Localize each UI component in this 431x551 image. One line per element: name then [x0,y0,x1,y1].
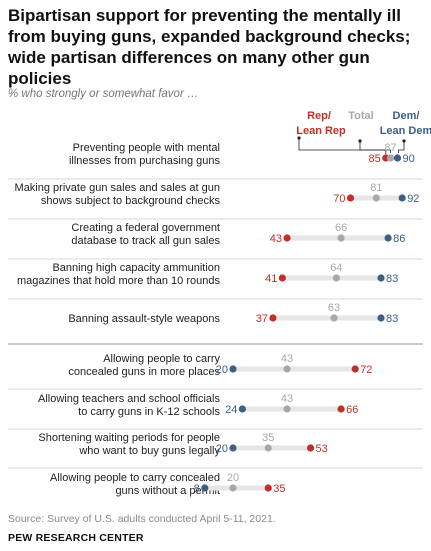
total-value-label: 43 [281,353,293,365]
total-value-label: 35 [262,432,274,444]
dem-value-label: 83 [386,273,398,285]
total-value-label: 43 [281,393,293,405]
total-dot [337,234,345,242]
row-label: concealed guns in more places [68,366,220,378]
total-dot [330,314,338,322]
rep-value-label: 41 [265,273,277,285]
rep-value-label: 70 [333,193,345,205]
legend-dem-label: Dem/ [393,110,420,122]
legend-total-leader [359,141,391,153]
rep-dot [269,314,277,322]
total-dot [332,274,340,282]
legend-total-label: Total [348,110,373,122]
total-value-label: 81 [370,182,382,194]
rep-value-label: 85 [369,153,381,165]
dem-value-label: 92 [407,193,419,205]
legend-rep-leader-dot [297,136,301,140]
total-value-label: 63 [328,302,340,314]
total-value-label: 87 [384,142,396,154]
chart-title: Bipartisan support for preventing the me… [8,6,411,88]
row-label: Banning assault-style weapons [68,313,220,325]
chart-subtitle: % who strongly or somewhat favor … [8,88,199,100]
total-value-label: 20 [227,472,239,484]
row-label: guns without a permit [115,485,220,497]
total-dot [372,194,380,202]
dem-dot [229,444,237,452]
rep-dot [337,405,345,413]
dem-value-label: 90 [403,153,415,165]
rep-dot [306,444,315,452]
rep-value-label: 43 [270,233,282,245]
rep-value-label: 72 [360,364,372,376]
dem-dot [229,365,237,373]
total-dot [386,154,395,162]
total-value-label: 66 [335,222,347,234]
rep-value-label: 37 [256,313,268,325]
dem-value-label: 20 [216,364,228,376]
dem-dot [377,314,385,322]
pew-credit: PEW RESEARCH CENTER [8,532,144,544]
rep-value-label: 66 [346,404,358,416]
total-dot [264,444,272,452]
dem-value-label: 8 [194,483,200,495]
total-value-label: 64 [330,262,342,274]
row-label: magazines that hold more than 10 rounds [17,275,221,287]
legend-total-leader-dot [358,139,362,143]
legend-rep-label: Lean Rep [296,125,346,137]
legend-dem-leader-dot [402,139,406,143]
row-label: Creating a federal government [71,222,220,234]
total-dot [229,484,237,492]
row-label: Allowing people to carry [103,353,220,365]
row-label: Allowing teachers and school officials [38,393,221,405]
rep-dot [278,274,286,282]
row-label: database to track all gun sales [71,235,220,247]
dem-dot [238,405,246,413]
dem-dot [393,154,402,162]
rep-value-label: 35 [273,483,285,495]
dem-value-label: 86 [393,233,405,245]
dem-dot [384,234,392,242]
rep-dot [283,234,291,242]
rep-dot [351,365,359,373]
legend-dem-label: Lean Dem [380,125,431,137]
row-label: Shortening waiting periods for people [38,432,220,444]
row-label: who want to buy guns legally [78,445,220,457]
row-label: shows subject to background checks [41,195,221,207]
total-dot [283,405,291,413]
dem-value-label: 83 [386,313,398,325]
dem-dot [201,484,209,492]
legend-rep-leader [298,138,387,154]
dem-dot [377,274,385,282]
row-label: Preventing people with mental [73,142,220,154]
legend-rep-label: Rep/ [307,110,331,122]
row-label: Making private gun sales and sales at gu… [15,182,220,194]
dem-dot [398,194,406,202]
legend-dem-leader [398,141,405,153]
source-note: Source: Survey of U.S. adults conducted … [8,513,276,525]
row-label: illnesses from purchasing guns [69,155,221,167]
row-label: Banning high capacity ammunition [52,262,220,274]
row-label: Allowing people to carry concealed [50,472,220,484]
rep-dot [264,484,272,492]
row-label: to carry guns in K-12 schools [78,406,220,418]
rep-value-label: 53 [316,443,328,455]
total-dot [283,365,291,373]
rep-dot [346,194,355,202]
dem-value-label: 20 [216,443,228,455]
dem-value-label: 24 [225,404,237,416]
